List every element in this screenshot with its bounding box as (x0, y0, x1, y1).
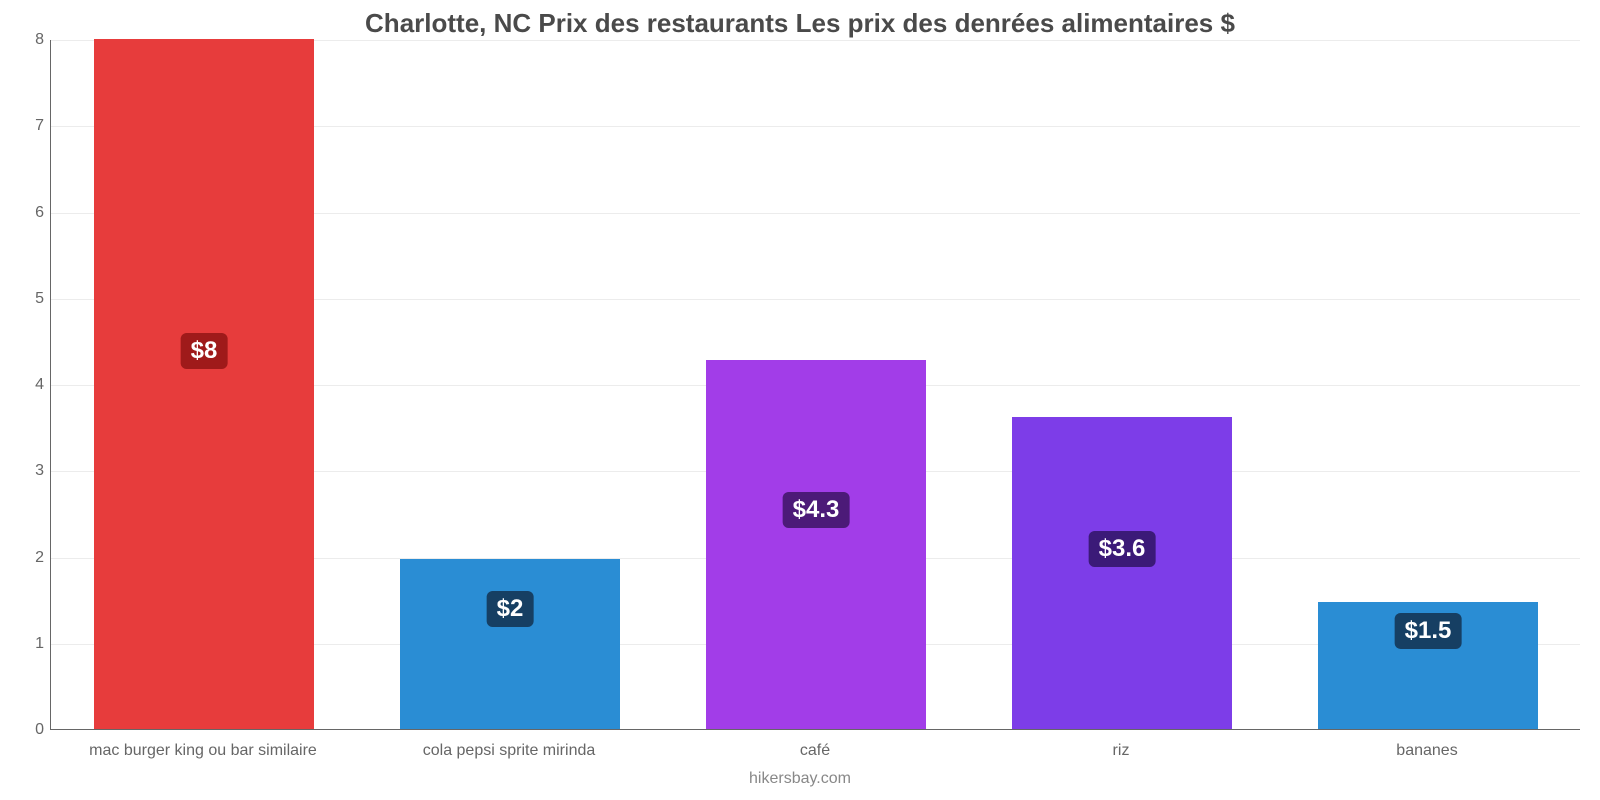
x-tick-label: riz (1113, 742, 1130, 760)
bar (94, 39, 314, 729)
y-tick-label: 7 (18, 117, 44, 135)
value-badge: $3.6 (1089, 531, 1156, 567)
y-tick-label: 6 (18, 204, 44, 222)
price-chart: Charlotte, NC Prix des restaurants Les p… (0, 0, 1600, 800)
value-badge: $2 (487, 591, 534, 627)
bar (1012, 417, 1232, 729)
chart-title: Charlotte, NC Prix des restaurants Les p… (0, 8, 1600, 39)
value-badge: $8 (181, 333, 228, 369)
y-tick-label: 8 (18, 31, 44, 49)
y-tick-label: 5 (18, 290, 44, 308)
value-badge: $4.3 (783, 492, 850, 528)
x-tick-label: mac burger king ou bar similaire (89, 742, 317, 760)
x-tick-label: bananes (1396, 742, 1457, 760)
bar (706, 360, 926, 729)
chart-source: hikersbay.com (0, 770, 1600, 788)
y-tick-label: 0 (18, 721, 44, 739)
plot-area: $8 $2 $4.3 $3.6 $1.5 (50, 40, 1580, 730)
y-tick-label: 2 (18, 549, 44, 567)
x-tick-label: cola pepsi sprite mirinda (423, 742, 596, 760)
y-tick-label: 1 (18, 635, 44, 653)
y-tick-label: 4 (18, 376, 44, 394)
value-badge: $1.5 (1395, 613, 1462, 649)
bar (400, 559, 620, 729)
x-tick-label: café (800, 742, 830, 760)
y-tick-label: 3 (18, 462, 44, 480)
